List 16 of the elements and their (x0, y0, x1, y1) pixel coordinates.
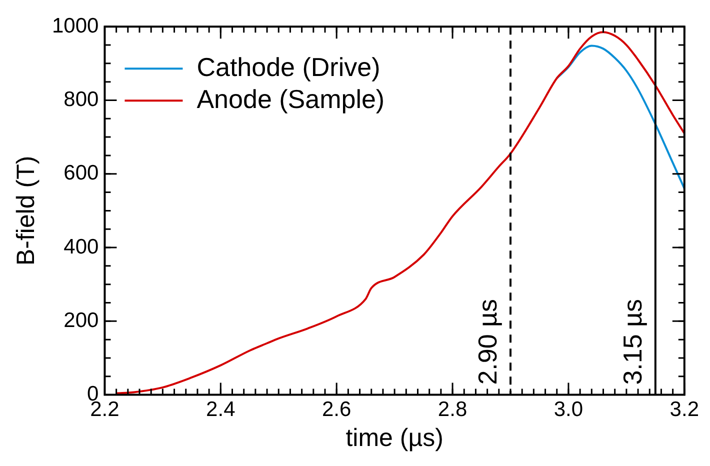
x-tick-label: 2.6 (322, 398, 352, 422)
legend-label: Cathode (Drive) (196, 52, 380, 82)
x-axis-title: time (µs) (346, 424, 444, 452)
y-tick-label: 800 (64, 88, 99, 112)
ref-line-label: 2.90 µs (472, 298, 503, 385)
y-tick-label: 600 (64, 162, 99, 185)
y-tick-label: 1000 (52, 14, 99, 38)
legend-label: Anode (Sample) (196, 84, 385, 114)
y-axis-title: B-field (T) (12, 156, 40, 266)
x-tick-label: 3.0 (554, 398, 584, 422)
y-tick-label: 400 (64, 235, 99, 258)
x-tick-label: 2.4 (206, 398, 236, 422)
x-tick-label: 3.2 (670, 398, 700, 422)
ref-line-label: 3.15 µs (618, 298, 648, 385)
y-tick-label: 200 (64, 308, 99, 332)
x-tick-label: 2.8 (438, 398, 468, 422)
